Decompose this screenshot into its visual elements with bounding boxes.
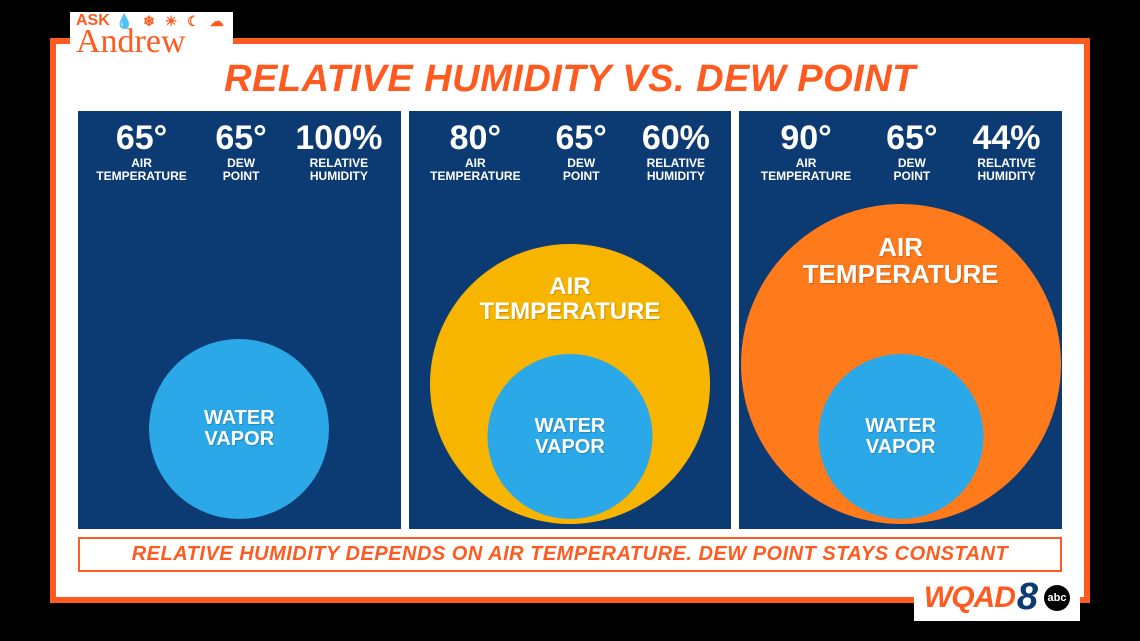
stat-label: DEWPOINT [555,157,606,183]
panel-2-circles: AIRTEMPERATURE WATERVAPOR [409,191,732,529]
panel-3-circles: AIRTEMPERATURE WATERVAPOR [739,191,1062,529]
water-vapor-circle: WATERVAPOR [149,339,329,519]
panel-3-stats: 90° AIRTEMPERATURE 65° DEWPOINT 44% RELA… [739,111,1062,183]
inner-circle-label: WATERVAPOR [204,408,275,450]
panel-3: 90° AIRTEMPERATURE 65° DEWPOINT 44% RELA… [739,111,1062,529]
abc-network-icon: abc [1044,585,1070,611]
stat-dew-point: 65° DEWPOINT [555,121,606,183]
outer-circle-label: AIRTEMPERATURE [480,274,661,324]
stat-label: DEWPOINT [886,157,937,183]
stat-label: RELATIVEHUMIDITY [972,157,1040,183]
segment-logo: ASK 💧 ❄ ☀ ☾ ☁ Andrew [70,12,233,57]
footer-caption: RELATIVE HUMIDITY DEPENDS ON AIR TEMPERA… [78,537,1062,572]
stat-label: AIRTEMPERATURE [430,157,520,183]
stat-value: 100% [295,121,382,155]
stat-rh: 44% RELATIVEHUMIDITY [972,121,1040,183]
outer-circle-label: AIRTEMPERATURE [803,234,999,289]
stat-value: 60% [642,121,710,155]
logo-line2: Andrew [76,28,227,55]
stat-value: 65° [886,121,937,155]
stat-label: DEWPOINT [215,157,266,183]
panel-2: 80° AIRTEMPERATURE 65° DEWPOINT 60% RELA… [409,111,732,529]
water-vapor-circle: WATERVAPOR [488,354,653,519]
stat-air-temp: 90° AIRTEMPERATURE [761,121,851,183]
panel-1-stats: 65° AIRTEMPERATURE 65° DEWPOINT 100% REL… [78,111,401,183]
stat-label: RELATIVEHUMIDITY [295,157,382,183]
station-call-letters: WQAD [924,581,1015,615]
water-vapor-circle: WATERVAPOR [818,354,983,519]
stat-dew-point: 65° DEWPOINT [886,121,937,183]
stat-value: 65° [555,121,606,155]
stat-rh: 60% RELATIVEHUMIDITY [642,121,710,183]
stat-value: 90° [761,121,851,155]
station-channel: 8 [1017,576,1038,619]
station-logo: WQAD 8 abc [914,574,1080,621]
panels-row: 65° AIRTEMPERATURE 65° DEWPOINT 100% REL… [56,101,1084,529]
stat-value: 65° [215,121,266,155]
main-frame: RELATIVE HUMIDITY VS. DEW POINT 65° AIRT… [50,38,1090,603]
stat-air-temp: 65° AIRTEMPERATURE [96,121,186,183]
stat-label: RELATIVEHUMIDITY [642,157,710,183]
stat-rh: 100% RELATIVEHUMIDITY [295,121,382,183]
inner-circle-label: WATERVAPOR [865,416,936,458]
stat-label: AIRTEMPERATURE [761,157,851,183]
stat-value: 44% [972,121,1040,155]
panel-1: 65° AIRTEMPERATURE 65° DEWPOINT 100% REL… [78,111,401,529]
inner-circle-label: WATERVAPOR [535,416,606,458]
stat-label: AIRTEMPERATURE [96,157,186,183]
stat-value: 80° [430,121,520,155]
panel-2-stats: 80° AIRTEMPERATURE 65° DEWPOINT 60% RELA… [409,111,732,183]
panel-1-circles: WATERVAPOR [78,191,401,529]
stat-dew-point: 65° DEWPOINT [215,121,266,183]
stat-value: 65° [96,121,186,155]
stat-air-temp: 80° AIRTEMPERATURE [430,121,520,183]
